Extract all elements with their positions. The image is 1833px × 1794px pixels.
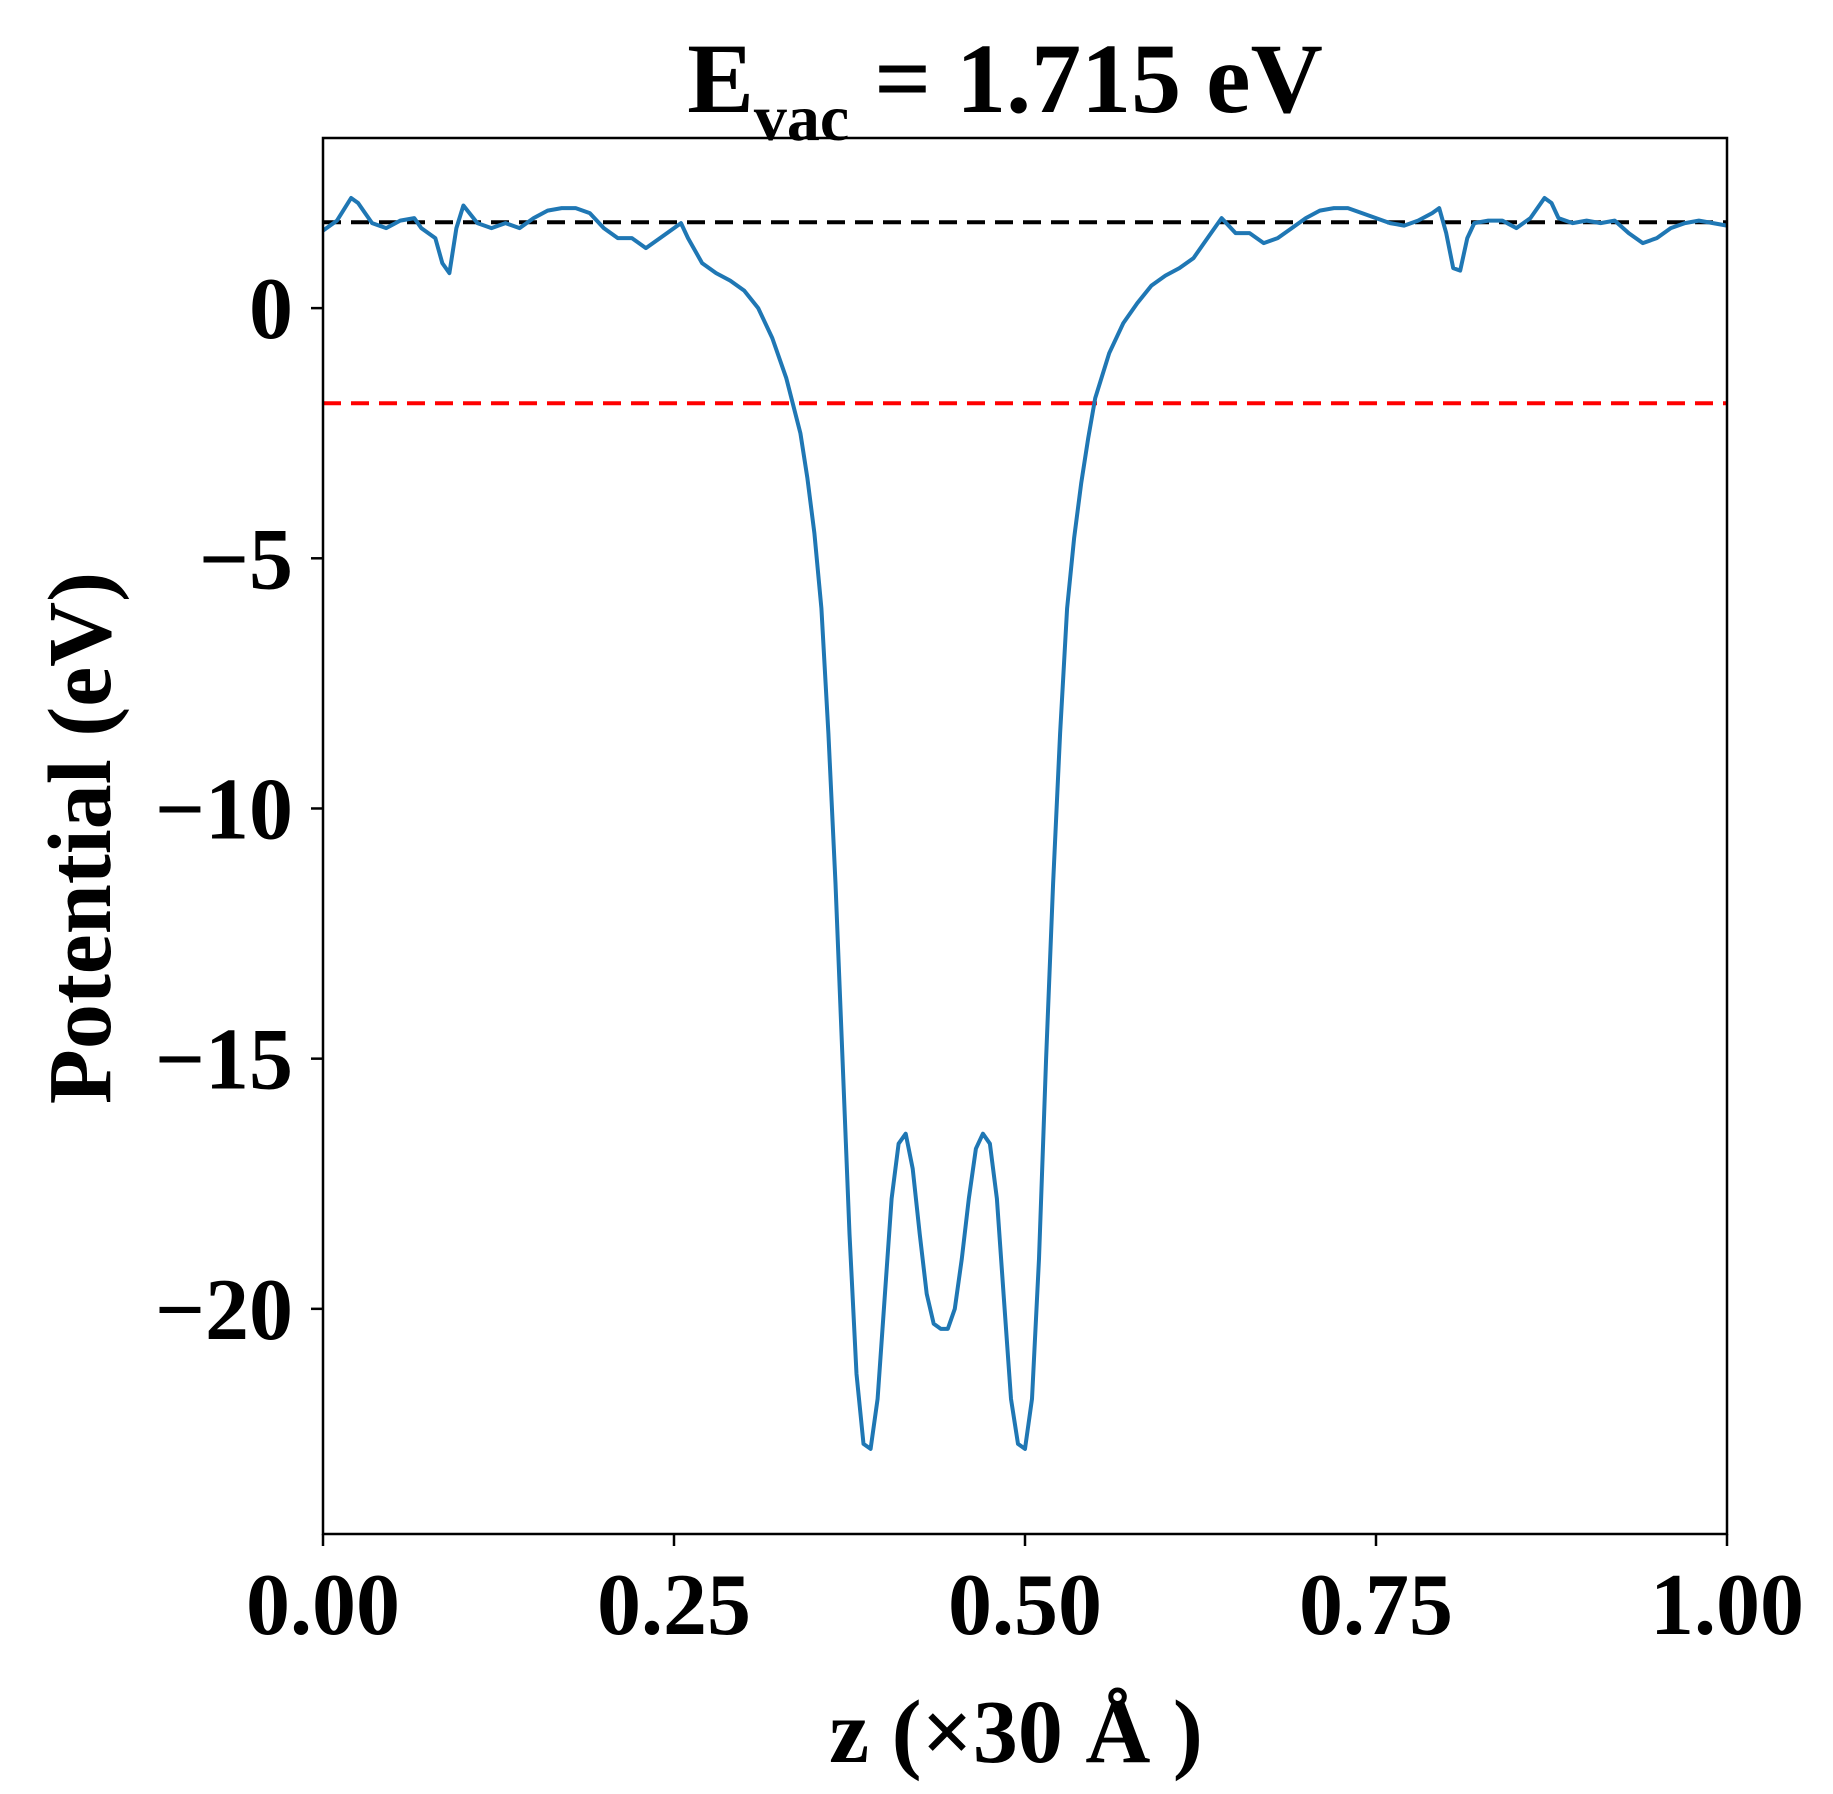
x-axis-label: z (×30 Å ): [829, 1683, 1203, 1782]
y-tick-label: 0: [249, 261, 293, 358]
y-axis-ticks: 0 −5 −10 −15 −20: [155, 261, 323, 1359]
y-axis-label: Potential (eV): [31, 572, 130, 1104]
x-tick-label: 1.00: [1650, 1557, 1804, 1654]
plot-frame: [321, 136, 1729, 1536]
x-tick-label: 0.00: [246, 1557, 400, 1654]
y-tick-label: −15: [155, 1012, 293, 1109]
x-tick-label: 0.50: [948, 1557, 1102, 1654]
x-tick-label: 0.75: [1299, 1557, 1453, 1654]
title-main: E: [687, 23, 754, 134]
y-tick-label: −20: [155, 1262, 293, 1359]
x-tick-label: 0.25: [597, 1557, 751, 1654]
title-subscript: vac: [754, 82, 849, 155]
reference-lines: [323, 220, 1727, 406]
y-tick-label: −10: [155, 761, 293, 858]
x-axis-ticks: 0.00 0.25 0.50 0.75 1.00: [246, 1534, 1804, 1654]
title-rest: = 1.715 eV: [849, 23, 1323, 134]
chart-title: Evac = 1.715 eV: [687, 23, 1323, 155]
series-layer: [321, 196, 1728, 1451]
potential-series-line: [321, 196, 1728, 1451]
y-tick-label: −5: [199, 511, 293, 608]
